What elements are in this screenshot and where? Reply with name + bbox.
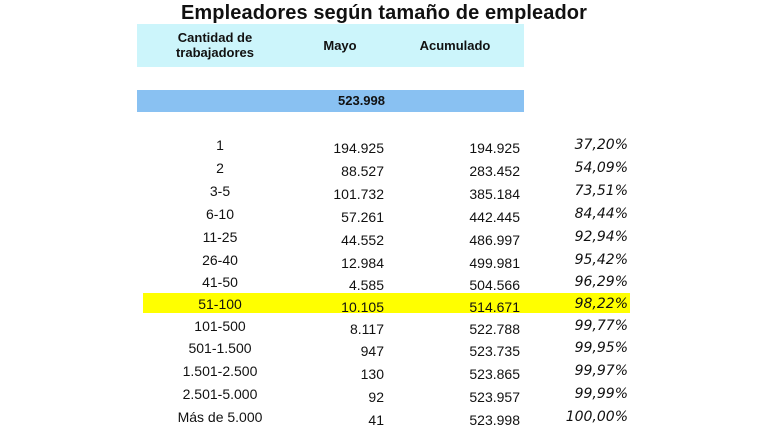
- header-cantidad: Cantidad de trabajadores: [140, 30, 290, 60]
- table-row: 26-40 12.984 499.981 95,42%: [0, 252, 768, 274]
- cell-percent: 99,97%: [574, 363, 628, 379]
- header-cantidad-line1: Cantidad de: [177, 30, 253, 45]
- cell-acumulado: 504.566: [469, 277, 520, 293]
- cell-mayo: 44.552: [341, 232, 384, 248]
- table-row: 6-10 57.261 442.445 84,44%: [0, 206, 768, 228]
- table-row: 1 194.925 194.925 37,20%: [0, 137, 768, 159]
- cell-mayo: 88.527: [341, 163, 384, 179]
- cell-mayo: 101.732: [333, 186, 384, 202]
- cell-mayo: 41: [368, 412, 384, 428]
- cell-percent: 99,95%: [574, 340, 628, 356]
- table-row: 3-5 101.732 385.184 73,51%: [0, 183, 768, 205]
- cell-size: 3-5: [209, 183, 231, 199]
- cell-acumulado: 523.957: [469, 389, 520, 405]
- cell-size: 51-100: [198, 296, 242, 312]
- cell-acumulado: 523.998: [469, 412, 520, 428]
- cell-size: 501-1.500: [188, 340, 252, 356]
- cell-mayo: 12.984: [341, 255, 384, 271]
- cell-percent: 54,09%: [574, 160, 628, 176]
- cell-acumulado: 283.452: [469, 163, 520, 179]
- table-row: 2.501-5.000 92 523.957 99,99%: [0, 386, 768, 408]
- cell-size: 2.501-5.000: [182, 386, 258, 402]
- cell-percent: 84,44%: [574, 206, 628, 222]
- cell-size: 26-40: [202, 252, 238, 268]
- total-band: [137, 90, 524, 112]
- cell-acumulado: 486.997: [469, 232, 520, 248]
- table-title: Empleadores según tamaño de empleador: [180, 2, 588, 24]
- cell-percent: 92,94%: [574, 229, 628, 245]
- table-row: 2 88.527 283.452 54,09%: [0, 160, 768, 182]
- cell-mayo: 57.261: [341, 209, 384, 225]
- cell-size: Más de 5.000: [177, 409, 263, 425]
- cell-mayo: 8.117: [350, 321, 384, 337]
- cell-mayo: 4.585: [348, 277, 384, 293]
- cell-percent: 99,99%: [574, 386, 628, 402]
- cell-percent: 98,22%: [574, 296, 628, 312]
- cell-size: 101-500: [194, 318, 246, 334]
- cell-acumulado: 385.184: [469, 186, 520, 202]
- cell-percent: 96,29%: [574, 274, 628, 290]
- total-value: 523.998: [338, 93, 385, 108]
- cell-mayo: 130: [360, 366, 384, 382]
- cell-acumulado: 442.445: [469, 209, 520, 225]
- cell-acumulado: 514.671: [469, 299, 520, 315]
- cell-size: 1: [216, 137, 224, 153]
- cell-size: 2: [216, 160, 224, 176]
- table-row: Más de 5.000 41 523.998 100,00%: [0, 409, 768, 431]
- cell-percent: 37,20%: [574, 137, 628, 153]
- cell-acumulado: 499.981: [469, 255, 520, 271]
- cell-percent: 100,00%: [565, 409, 628, 425]
- highlight-row-band: [143, 293, 630, 313]
- cell-size: 11-25: [202, 229, 238, 245]
- cell-size: 1.501-2.500: [182, 363, 258, 379]
- cell-mayo: 947: [360, 343, 384, 359]
- header-mayo: Mayo: [323, 38, 357, 53]
- cell-acumulado: 523.735: [469, 343, 520, 359]
- cell-mayo: 92: [368, 389, 384, 405]
- table-row: 1.501-2.500 130 523.865 99,97%: [0, 363, 768, 385]
- cell-percent: 73,51%: [574, 183, 628, 199]
- cell-acumulado: 523.865: [469, 366, 520, 382]
- cell-mayo: 194.925: [333, 140, 384, 156]
- table-row: 101-500 8.117 522.788 99,77%: [0, 318, 768, 340]
- table-row: 51-100 10.105 514.671 98,22%: [0, 296, 768, 318]
- cell-acumulado: 194.925: [469, 140, 520, 156]
- header-band: [137, 24, 524, 67]
- cell-mayo: 10.105: [341, 299, 384, 315]
- table-row: 501-1.500 947 523.735 99,95%: [0, 340, 768, 362]
- cell-percent: 99,77%: [574, 318, 628, 334]
- header-cantidad-line2: trabajadores: [175, 45, 255, 60]
- table-row: 41-50 4.585 504.566 96,29%: [0, 274, 768, 296]
- cell-size: 6-10: [205, 206, 235, 222]
- cell-acumulado: 522.788: [469, 321, 520, 337]
- header-acumulado: Acumulado: [419, 38, 491, 53]
- cell-size: 41-50: [202, 274, 238, 290]
- table-row: 11-25 44.552 486.997 92,94%: [0, 229, 768, 251]
- cell-percent: 95,42%: [574, 252, 628, 268]
